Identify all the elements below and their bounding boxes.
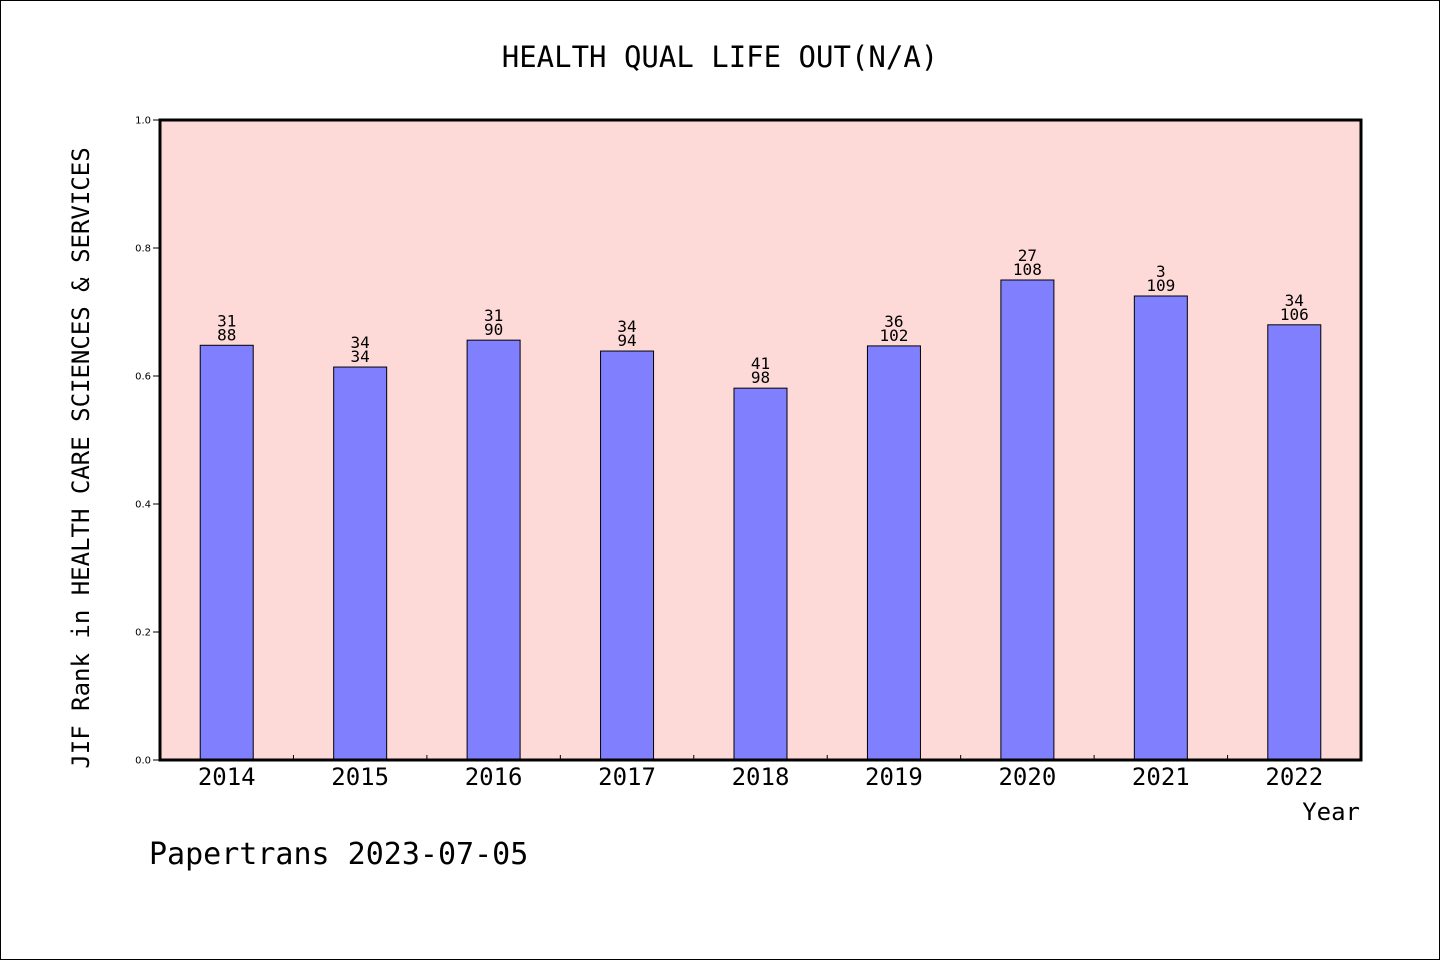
bar (600, 350, 655, 761)
bar (333, 366, 388, 761)
x-tick-label: 2022 (1265, 763, 1323, 791)
x-tick-label: 2021 (1132, 763, 1190, 791)
bar-label-bottom: 98 (751, 368, 770, 387)
bar (1000, 279, 1055, 761)
x-tick-label: 2014 (198, 763, 256, 791)
y-axis-label: JIF Rank in HEALTH CARE SCIENCES & SERVI… (67, 147, 95, 768)
bar (466, 339, 521, 761)
x-tick-label: 2015 (331, 763, 389, 791)
bar-label-top: 34 (351, 333, 370, 352)
x-tick-label: 2016 (465, 763, 523, 791)
x-tick-label: 2018 (732, 763, 790, 791)
bar-label-top: 36 (884, 312, 903, 331)
x-axis-label: Year (1302, 798, 1360, 826)
bar-label-bottom: 88 (217, 325, 236, 344)
chart-title: HEALTH QUAL LIFE OUT(N/A) (502, 40, 939, 74)
bar-label-top: 31 (484, 306, 503, 325)
bar-label-top: 31 (217, 311, 236, 330)
y-tick-label: 0.8 (135, 244, 151, 255)
footer-credit: Papertrans 2023-07-05 (149, 837, 528, 872)
bar-label-top: 34 (1285, 291, 1304, 310)
bar-label-top: 34 (617, 317, 636, 336)
bar-label-bottom: 108 (1013, 260, 1042, 279)
bar-label-bottom: 102 (879, 326, 908, 345)
bar (199, 344, 254, 761)
y-tick-label: 1.0 (135, 116, 151, 127)
plot-border (158, 118, 1363, 762)
bar-label-bottom: 34 (351, 347, 370, 366)
y-tick-label: 0.2 (135, 628, 151, 639)
bar-label-top: 3 (1156, 262, 1166, 281)
y-tick-label: 0.0 (135, 756, 151, 767)
bar (733, 387, 788, 761)
x-tick-label: 2020 (998, 763, 1056, 791)
bar-label-bottom: 109 (1146, 276, 1175, 295)
bar-label-bottom: 106 (1280, 305, 1309, 324)
bar-label-top: 27 (1018, 246, 1037, 265)
bar-label-bottom: 90 (484, 320, 503, 339)
bar (866, 345, 921, 761)
bar-label-top: 41 (751, 354, 770, 373)
x-tick-label: 2019 (865, 763, 923, 791)
y-tick-label: 0.4 (135, 500, 151, 511)
y-tick-label: 0.6 (135, 372, 151, 383)
bar (1267, 324, 1322, 761)
x-tick-label: 2017 (598, 763, 656, 791)
bar-label-bottom: 94 (617, 331, 636, 350)
bar (1133, 295, 1188, 761)
